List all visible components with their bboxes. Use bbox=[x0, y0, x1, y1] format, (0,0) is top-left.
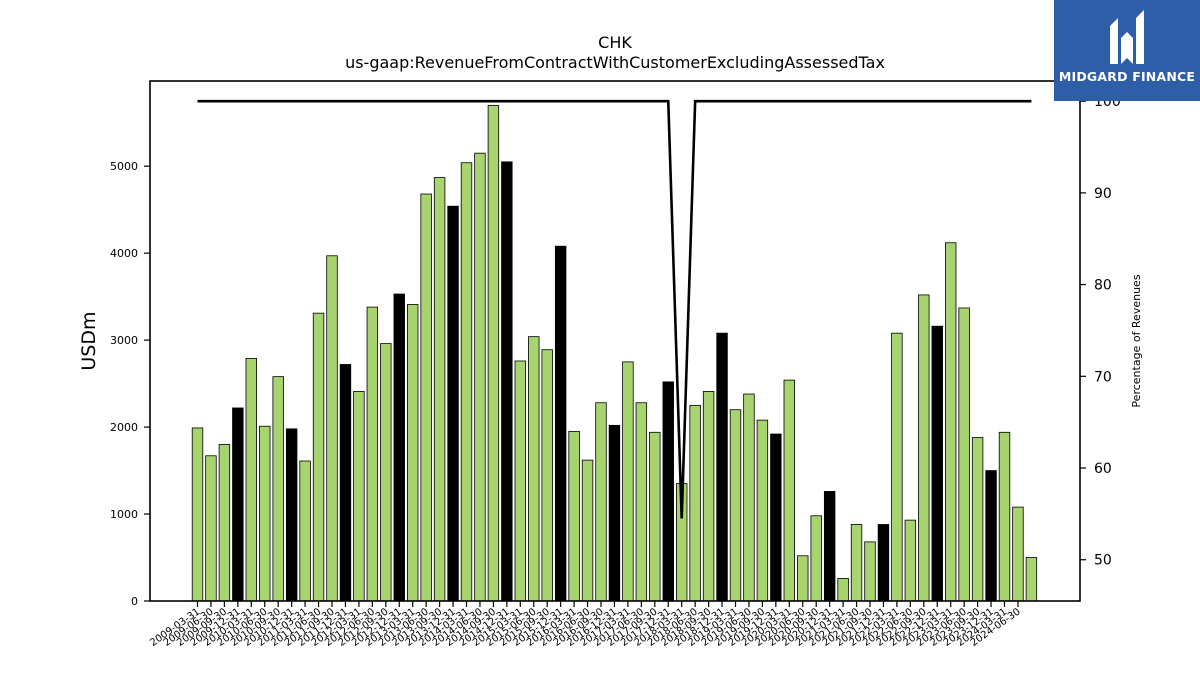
bar bbox=[191, 427, 204, 602]
bar bbox=[649, 431, 661, 602]
percentage-line-series bbox=[197, 99, 1032, 519]
bar bbox=[702, 391, 715, 602]
bar bbox=[433, 177, 446, 602]
bar bbox=[743, 393, 755, 602]
bar bbox=[877, 524, 890, 602]
y-tick-label: 5000 bbox=[110, 160, 138, 173]
y2-tick-label: 80 bbox=[1094, 278, 1112, 294]
bar bbox=[232, 407, 244, 602]
bar bbox=[823, 491, 836, 602]
logo-text: MIDGARD FINANCE bbox=[1058, 69, 1196, 84]
bar bbox=[635, 402, 648, 602]
bar bbox=[447, 205, 459, 602]
bar bbox=[931, 325, 943, 602]
bar bbox=[245, 357, 258, 602]
bar bbox=[339, 364, 352, 602]
bar bbox=[487, 104, 500, 602]
bar bbox=[716, 332, 728, 602]
bar bbox=[891, 332, 903, 602]
bar bbox=[662, 381, 674, 602]
bar bbox=[541, 349, 553, 602]
bar bbox=[756, 419, 769, 602]
chart-title: CHK bbox=[598, 33, 632, 52]
bar bbox=[971, 437, 984, 602]
bar bbox=[474, 152, 486, 602]
y-axis-label: USDm bbox=[78, 311, 100, 370]
bar bbox=[837, 577, 849, 602]
y2-tick-label: 60 bbox=[1094, 461, 1112, 477]
bar bbox=[353, 391, 365, 602]
bar bbox=[218, 444, 231, 602]
bar bbox=[554, 245, 567, 602]
bar bbox=[1012, 506, 1024, 602]
y-tick-label: 2000 bbox=[110, 421, 138, 434]
bar bbox=[918, 294, 930, 602]
bar bbox=[581, 459, 594, 602]
bar bbox=[420, 193, 432, 602]
bar bbox=[501, 161, 513, 602]
bar bbox=[985, 470, 997, 602]
y2-tick-label: 90 bbox=[1094, 186, 1112, 202]
bar bbox=[380, 343, 392, 602]
bar bbox=[326, 255, 338, 602]
bar bbox=[904, 519, 917, 602]
percentage-line bbox=[197, 99, 1032, 519]
y2-axis-label: Percentage of Revenues bbox=[1130, 274, 1143, 407]
axes: 01000200030004000500050607080901002009-0… bbox=[110, 80, 1121, 649]
bar-series bbox=[191, 104, 1038, 602]
bar bbox=[783, 379, 796, 602]
midgard-finance-logo: MIDGARD FINANCE bbox=[1054, 0, 1200, 101]
logo-mark-icon bbox=[1110, 10, 1144, 64]
y-tick-label: 4000 bbox=[110, 247, 138, 260]
bar bbox=[312, 312, 325, 602]
bar bbox=[608, 424, 621, 602]
bar bbox=[272, 376, 284, 602]
bar bbox=[205, 455, 217, 602]
bar bbox=[622, 361, 634, 602]
bar bbox=[689, 404, 701, 602]
bar bbox=[393, 293, 405, 602]
bar bbox=[958, 307, 970, 602]
bar bbox=[770, 433, 782, 602]
bar bbox=[1025, 557, 1038, 602]
bar bbox=[595, 402, 607, 602]
bar bbox=[797, 555, 809, 602]
y-tick-label: 3000 bbox=[110, 334, 138, 347]
bar bbox=[864, 541, 876, 602]
bar bbox=[460, 162, 473, 602]
bar bbox=[729, 409, 742, 602]
bar bbox=[406, 304, 419, 602]
bar bbox=[945, 242, 957, 602]
bar bbox=[259, 425, 271, 602]
bar bbox=[998, 431, 1011, 602]
y2-tick-label: 70 bbox=[1094, 369, 1112, 385]
bar bbox=[568, 431, 580, 602]
bar bbox=[850, 524, 863, 602]
bar bbox=[514, 360, 527, 602]
bar bbox=[810, 515, 822, 602]
bar bbox=[299, 460, 311, 602]
bar bbox=[285, 428, 298, 602]
y-tick-label: 0 bbox=[131, 595, 138, 608]
bar bbox=[366, 306, 379, 602]
bar bbox=[528, 336, 540, 602]
y-tick-label: 1000 bbox=[110, 508, 138, 521]
chart-subtitle: us-gaap:RevenueFromContractWithCustomerE… bbox=[345, 53, 885, 72]
y2-tick-label: 50 bbox=[1094, 553, 1112, 569]
